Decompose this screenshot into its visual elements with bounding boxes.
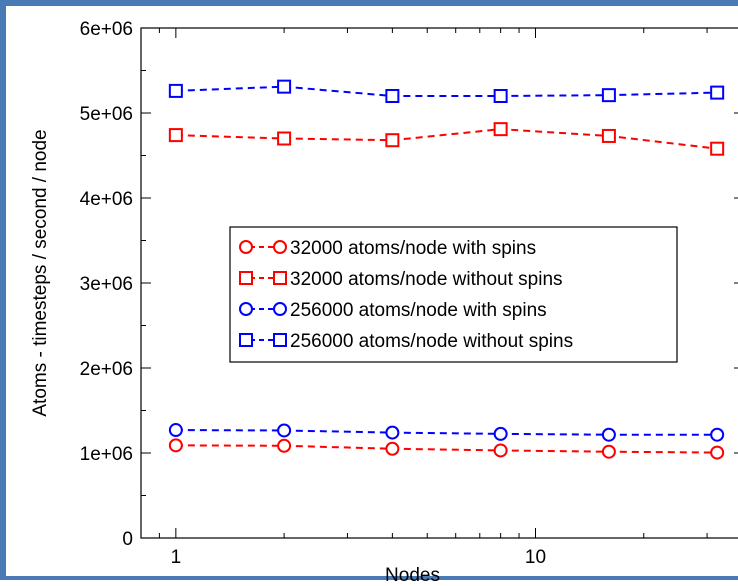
legend-entry: 256000 atoms/node without spins (239, 331, 573, 352)
data-point (493, 443, 508, 458)
data-point (168, 128, 183, 143)
legend-marker (273, 240, 287, 254)
x-tick-label: 1 (171, 547, 182, 568)
data-point (277, 423, 292, 438)
chart-canvas: 0 1e+06 2e+06 3e+06 4e+06 5e+06 6e+06 1 10 Nodes A… (30, 19, 738, 586)
x-tick-label: 10 (525, 547, 546, 568)
data-point (710, 427, 725, 442)
data-point (385, 89, 400, 103)
data-point (277, 131, 292, 146)
data-point (710, 445, 725, 460)
data-point (277, 79, 292, 94)
y-tick-label: 6e+06 (80, 19, 133, 40)
legend-marker (273, 333, 287, 347)
series-4 (168, 79, 725, 103)
data-point (385, 441, 400, 456)
data-point (168, 438, 183, 453)
series-line (175, 128, 718, 150)
series-line (175, 85, 718, 97)
data-point (710, 85, 725, 100)
legend-label: 32000 atoms/node without spins (290, 269, 563, 290)
legend-entry: 256000 atoms/node with spins (239, 300, 547, 321)
legend-marker (239, 240, 253, 254)
data-point (385, 133, 400, 148)
y-axis-title: Atoms - timesteps / second / node (30, 129, 51, 416)
x-axis-title: Nodes (385, 565, 440, 586)
data-point (601, 128, 616, 143)
y-tick-label: 5e+06 (80, 104, 133, 125)
legend-marker (273, 271, 287, 285)
legend-box (229, 226, 678, 363)
data-point (493, 89, 508, 103)
legend: 32000 atoms/node with spins 32000 atoms/n… (229, 226, 678, 363)
y-tick-label: 1e+06 (80, 444, 133, 465)
legend-label: 256000 atoms/node with spins (290, 300, 547, 321)
y-tick-label: 0 (122, 529, 133, 550)
y-tick-label: 4e+06 (80, 189, 133, 210)
legend-entry: 32000 atoms/node with spins (239, 238, 536, 259)
legend-marker (239, 271, 253, 285)
data-point (601, 427, 616, 442)
data-point (601, 444, 616, 459)
series-line (175, 444, 718, 454)
legend-marker (273, 302, 287, 316)
data-point (710, 141, 725, 156)
y-tick-label: 3e+06 (80, 274, 133, 295)
legend-label: 256000 atoms/node without spins (290, 331, 573, 352)
series-1 (168, 438, 725, 460)
legend-label: 32000 atoms/node with spins (290, 238, 536, 259)
data-point (601, 88, 616, 103)
series-2 (168, 122, 725, 156)
data-point (493, 122, 508, 137)
legend-marker (239, 333, 253, 347)
legend-marker (239, 302, 253, 316)
data-point (168, 83, 183, 98)
data-point (493, 426, 508, 441)
legend-entry: 32000 atoms/node without spins (239, 269, 563, 290)
y-tick-label: 2e+06 (80, 359, 133, 380)
data-point (385, 425, 400, 440)
data-point (277, 438, 292, 453)
series-line (175, 429, 718, 436)
series-3 (168, 423, 725, 442)
data-point (168, 423, 183, 438)
